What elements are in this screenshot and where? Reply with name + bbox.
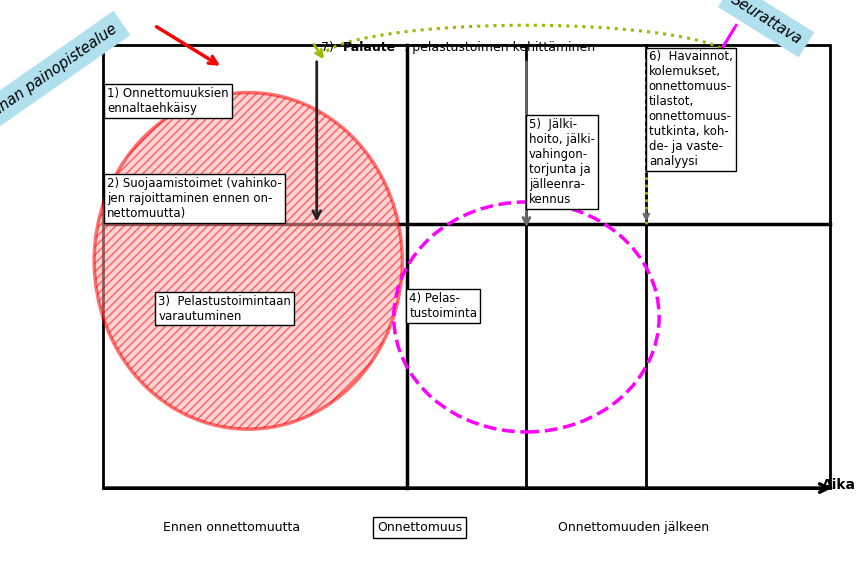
Text: 2) Suojaamistoimet (vahinko-
jen rajoittaminen ennen on-
nettomuutta): 2) Suojaamistoimet (vahinko- jen rajoitt… bbox=[107, 177, 282, 220]
Text: : pelastustoimen kehittäminen: : pelastustoimen kehittäminen bbox=[404, 41, 595, 54]
Text: Valvonnan painopistealue: Valvonnan painopistealue bbox=[0, 21, 120, 142]
Text: Ennen onnettomuutta: Ennen onnettomuutta bbox=[163, 521, 300, 534]
Text: 5)  Jälki-
hoito, jälki-
vahingon-
torjunta ja
jälleenra-
kennus: 5) Jälki- hoito, jälki- vahingon- torjun… bbox=[529, 118, 595, 206]
Text: 3)  Pelastustoimintaan
varautuminen: 3) Pelastustoimintaan varautuminen bbox=[158, 295, 291, 323]
Text: 4) Pelas-
tustoiminta: 4) Pelas- tustoiminta bbox=[409, 292, 477, 320]
Text: Palaute: Palaute bbox=[342, 41, 395, 54]
Text: Onnettomuus: Onnettomuus bbox=[377, 521, 462, 534]
Ellipse shape bbox=[94, 93, 402, 429]
Text: Aika: Aika bbox=[822, 479, 856, 492]
Text: Onnettomuuden jälkeen: Onnettomuuden jälkeen bbox=[558, 521, 709, 534]
Text: 1) Onnettomuuksien
ennaltaehkäisy: 1) Onnettomuuksien ennaltaehkäisy bbox=[107, 87, 229, 115]
Text: 7): 7) bbox=[321, 41, 338, 54]
Text: 6)  Havainnot,
kolemukset,
onnettomuus-
tilastot,
onnettomuus-
tutkinta, koh-
de: 6) Havainnot, kolemukset, onnettomuus- t… bbox=[649, 50, 733, 168]
Bar bbox=[103, 45, 830, 488]
Text: Seurattava: Seurattava bbox=[728, 0, 805, 47]
